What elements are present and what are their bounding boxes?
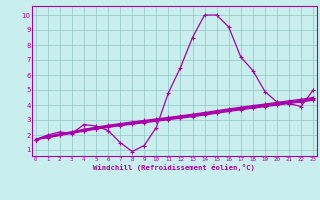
X-axis label: Windchill (Refroidissement éolien,°C): Windchill (Refroidissement éolien,°C): [93, 164, 255, 171]
